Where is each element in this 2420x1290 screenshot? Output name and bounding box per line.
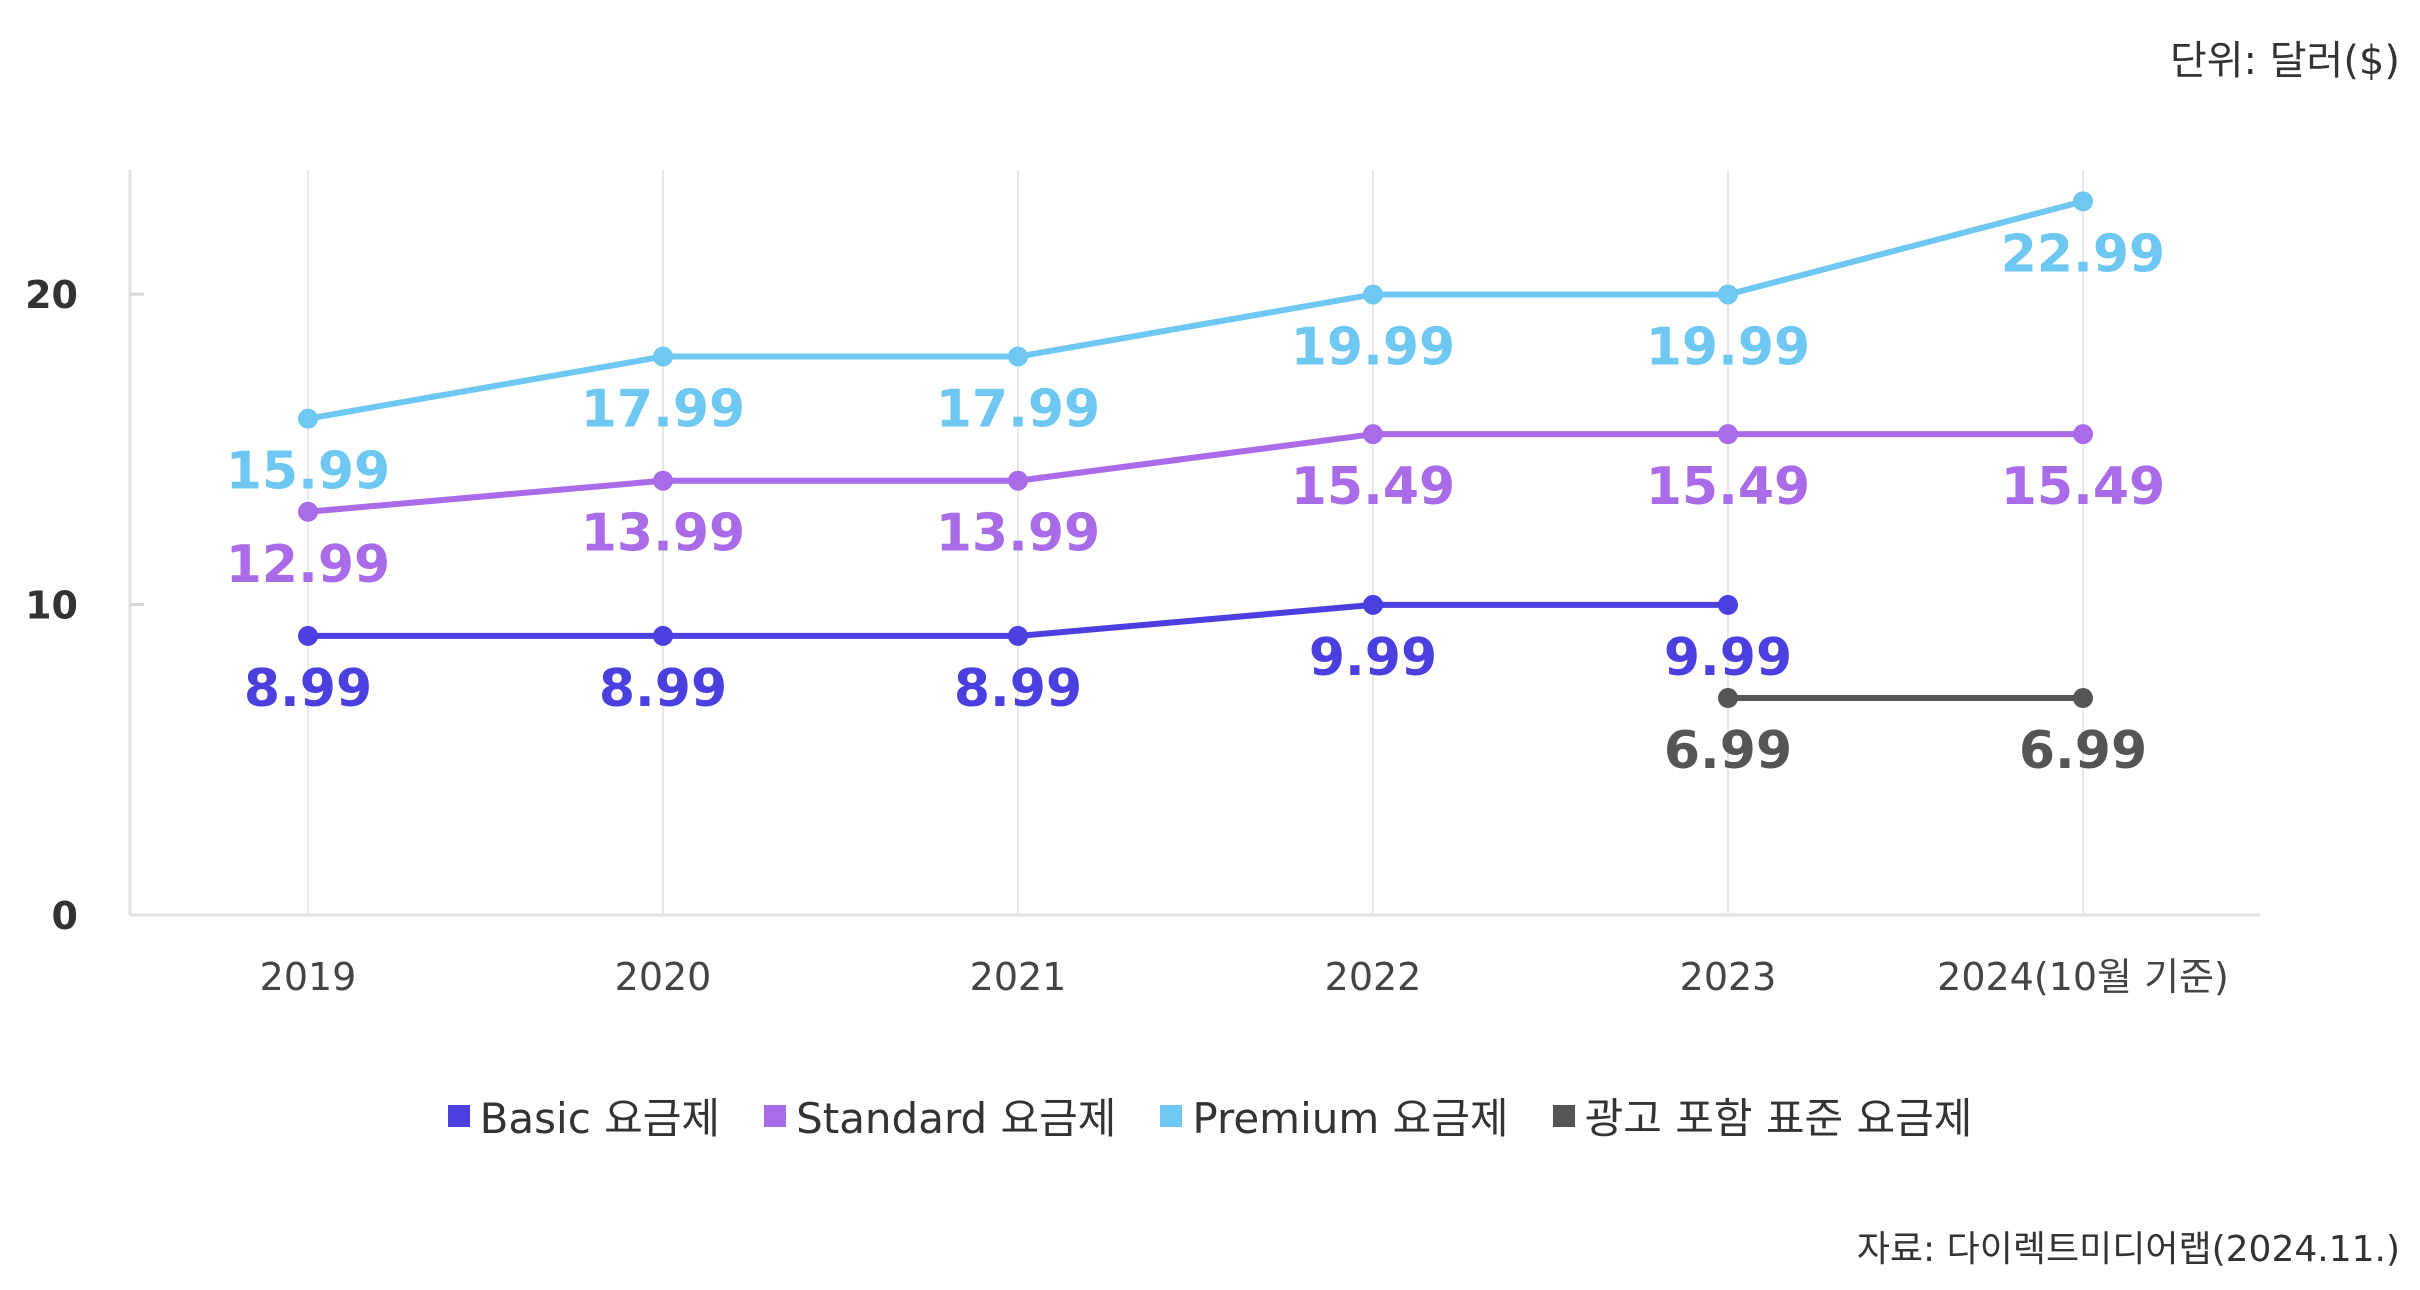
data-point bbox=[1718, 594, 1738, 615]
legend-label: Standard 요금제 bbox=[796, 1094, 1117, 1143]
data-point bbox=[1363, 284, 1383, 305]
data-label: 22.99 bbox=[2001, 224, 2165, 284]
x-tick-label: 2024(10월 기준) bbox=[1937, 955, 2229, 999]
data-label: 19.99 bbox=[1646, 317, 1810, 377]
data-label: 6.99 bbox=[2019, 721, 2147, 781]
data-point bbox=[298, 625, 318, 646]
data-label: 19.99 bbox=[1291, 317, 1455, 377]
series-line bbox=[307, 198, 2084, 422]
legend-item: 광고 포함 표준 요금제 bbox=[1552, 1085, 1973, 1146]
data-label: 15.49 bbox=[1646, 457, 1810, 517]
data-label: 17.99 bbox=[581, 380, 745, 440]
legend-label: Basic 요금제 bbox=[479, 1094, 721, 1143]
y-tick-label: 10 bbox=[25, 584, 78, 628]
data-label: 8.99 bbox=[244, 659, 372, 719]
data-label: 12.99 bbox=[226, 535, 390, 595]
data-point bbox=[1008, 625, 1028, 646]
data-label: 15.49 bbox=[1291, 457, 1455, 517]
data-point bbox=[1718, 424, 1738, 445]
data-point bbox=[653, 625, 673, 646]
data-point bbox=[1363, 594, 1383, 615]
data-point bbox=[2073, 688, 2093, 709]
line-chart: 2019 2020 2021 2022 2023 2024(10월 기준) 0 10 20 8.9… bbox=[25, 170, 2260, 999]
legend-swatch bbox=[1552, 1104, 1575, 1127]
x-tick-label: 2021 bbox=[970, 955, 1067, 999]
y-tick-label: 0 bbox=[52, 894, 78, 938]
legend-label: 광고 포함 표준 요금제 bbox=[1584, 1094, 1973, 1143]
x-tick-label: 2019 bbox=[260, 955, 357, 999]
data-label: 8.99 bbox=[599, 659, 727, 719]
data-point bbox=[298, 408, 318, 429]
data-point bbox=[2073, 424, 2093, 445]
legend-item: Basic 요금제 bbox=[447, 1085, 721, 1146]
data-point bbox=[2073, 191, 2093, 212]
data-point bbox=[1363, 424, 1383, 445]
unit-label: 단위: 달러($) bbox=[2169, 38, 2400, 84]
data-label: 9.99 bbox=[1309, 628, 1437, 688]
legend-label: Premium 요금제 bbox=[1192, 1094, 1509, 1143]
legend-swatch bbox=[1160, 1104, 1183, 1127]
data-label: 13.99 bbox=[581, 504, 745, 564]
data-point bbox=[1718, 688, 1738, 709]
data-label: 15.99 bbox=[226, 442, 390, 502]
source-label: 자료: 다이렉트미디어랩(2024.11.) bbox=[1856, 1229, 2400, 1270]
data-point bbox=[298, 501, 318, 522]
x-tick-label: 2023 bbox=[1680, 955, 1777, 999]
x-tick-label: 2022 bbox=[1325, 955, 1422, 999]
data-point bbox=[1008, 470, 1028, 491]
data-label: 17.99 bbox=[936, 380, 1100, 440]
legend-item: Standard 요금제 bbox=[764, 1085, 1116, 1146]
x-tick-label: 2020 bbox=[615, 955, 712, 999]
data-label: 15.49 bbox=[2001, 457, 2165, 517]
data-label: 6.99 bbox=[1664, 721, 1792, 781]
legend-item: Premium 요금제 bbox=[1160, 1085, 1509, 1146]
data-point bbox=[653, 470, 673, 491]
data-label: 13.99 bbox=[936, 504, 1100, 564]
series-line bbox=[307, 431, 2083, 515]
legend-swatch bbox=[447, 1104, 470, 1127]
chart-legend: Basic 요금제 Standard 요금제 Premium 요금제 광고 포함 표준… bbox=[0, 1085, 2420, 1146]
legend-swatch bbox=[764, 1104, 787, 1127]
data-label: 8.99 bbox=[954, 659, 1082, 719]
data-point bbox=[653, 346, 673, 367]
data-point bbox=[1718, 284, 1738, 305]
data-point bbox=[1008, 346, 1028, 367]
data-label: 9.99 bbox=[1664, 628, 1792, 688]
y-tick-label: 20 bbox=[25, 273, 78, 317]
